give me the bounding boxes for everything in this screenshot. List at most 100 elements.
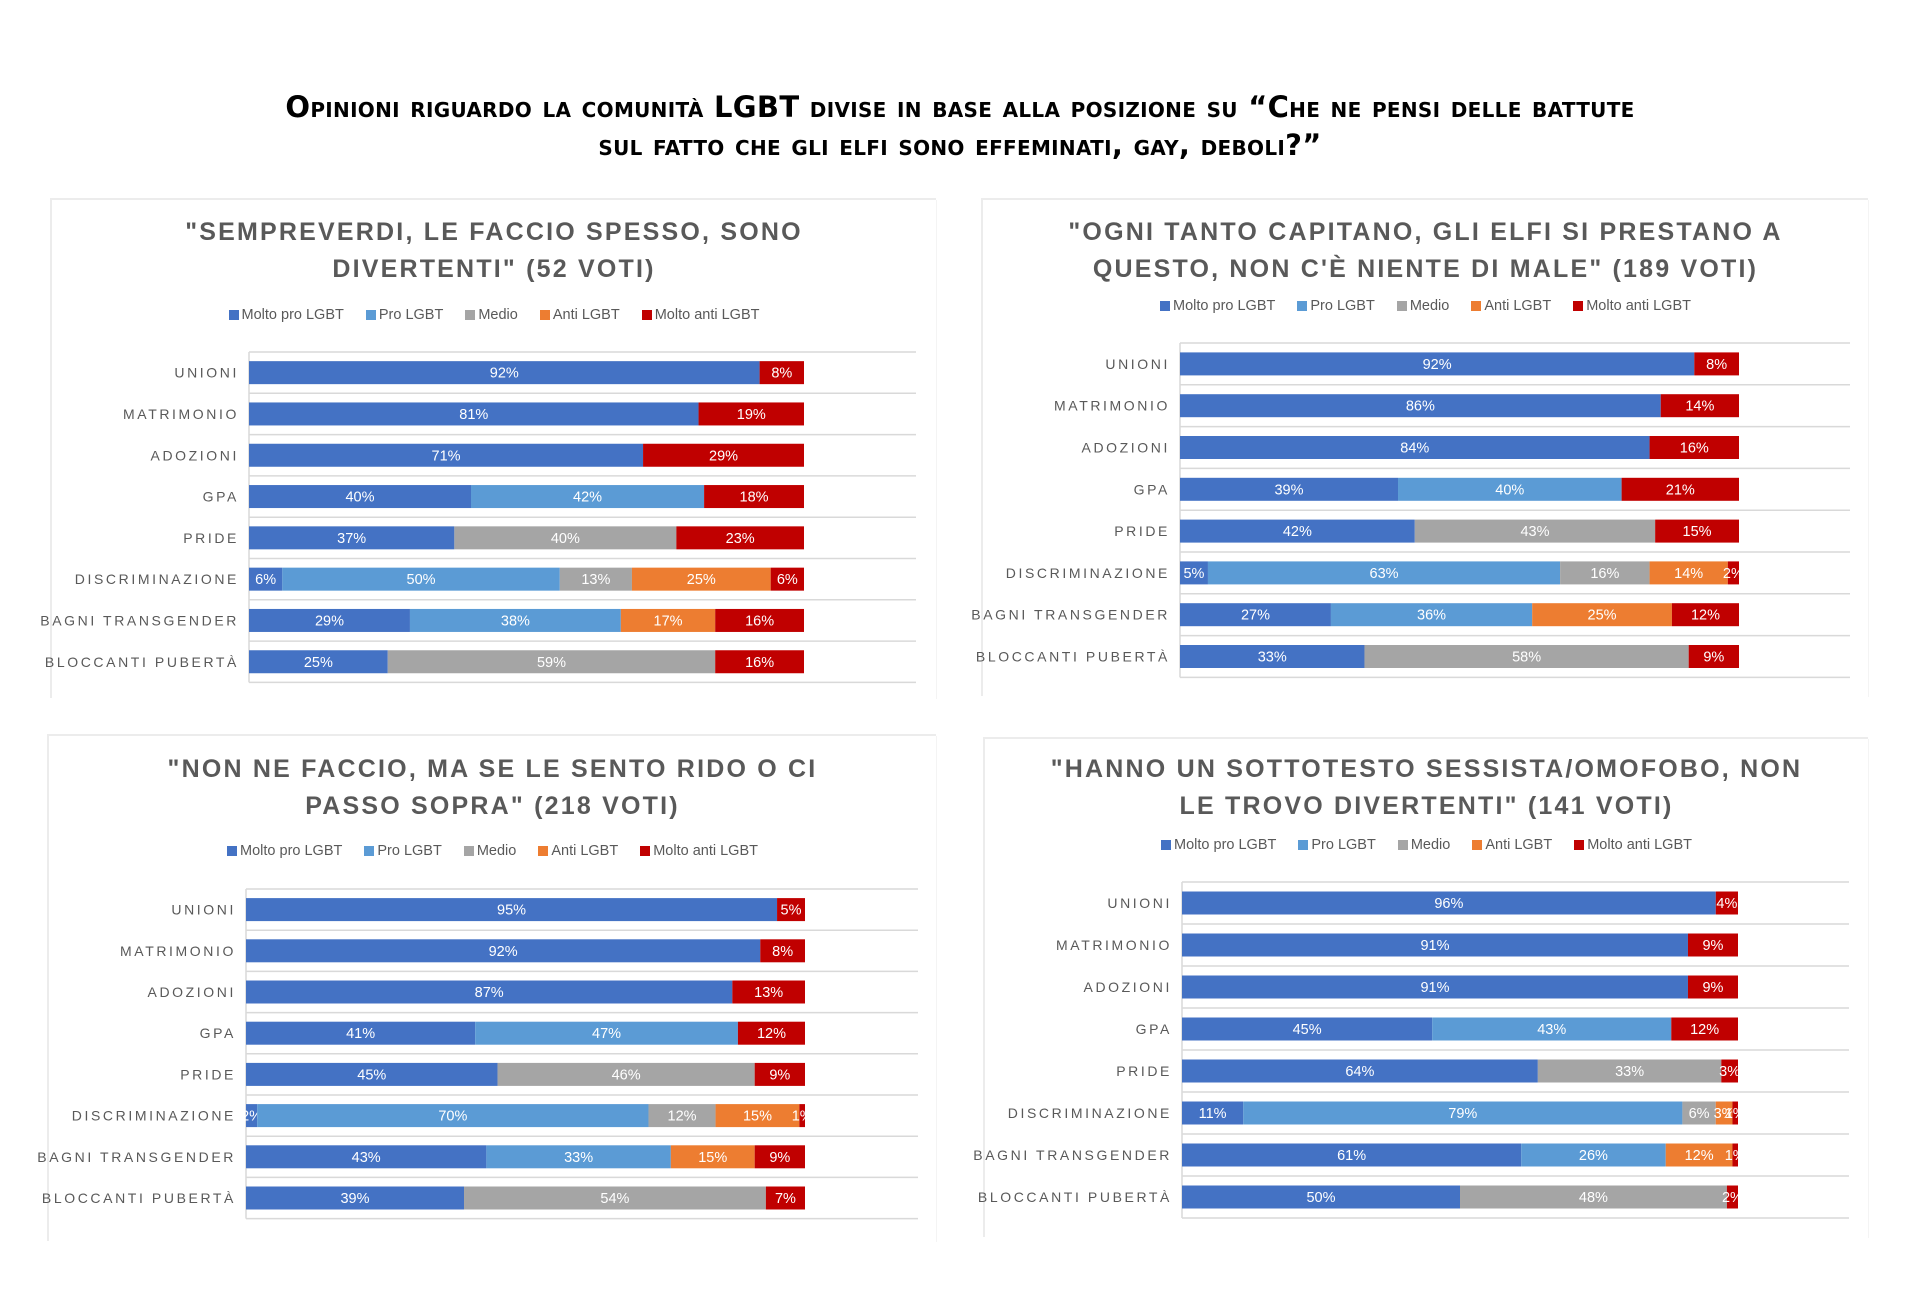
legend-swatch bbox=[364, 846, 375, 856]
data-label-matrimonio-molto-anti-lgbt: 14% bbox=[1685, 399, 1714, 415]
bar-segment-adozioni-molto-anti-lgbt bbox=[1687, 975, 1738, 999]
data-label-bagni-transgender-molto-pro-lgbt: 43% bbox=[352, 1150, 381, 1166]
legend-swatch bbox=[228, 310, 239, 320]
data-label-bloccanti-puberta-molto-anti-lgbt: 7% bbox=[775, 1191, 796, 1207]
data-label-bloccanti-puberta-molto-pro-lgbt: 33% bbox=[1258, 650, 1287, 666]
bar-segment-bagni-transgender-molto-pro-lgbt bbox=[1182, 1143, 1522, 1167]
legend-swatch bbox=[1573, 301, 1584, 311]
bar-segment-pride-molto-anti-lgbt bbox=[676, 526, 804, 550]
data-label-gpa-pro-lgbt: 42% bbox=[573, 490, 602, 506]
legend-item-medio: Medio bbox=[463, 843, 517, 859]
bar-segment-discriminazione-medio bbox=[559, 567, 632, 591]
bar-segment-bagni-transgender-pro-lgbt bbox=[486, 1145, 671, 1169]
bar-segment-bloccanti-puberta-molto-pro-lgbt bbox=[1182, 1185, 1460, 1209]
data-label-adozioni-molto-pro-lgbt: 91% bbox=[1420, 980, 1449, 996]
category-label-bloccanti-puberta: BLOCCANTI PUBERTÀ bbox=[45, 654, 239, 670]
legend-item-molto-anti-lgbt: Molto anti LGBT bbox=[640, 843, 758, 859]
bar-segment-bagni-transgender-pro-lgbt bbox=[1330, 603, 1533, 627]
bar-segment-adozioni-molto-pro-lgbt bbox=[246, 980, 733, 1004]
bar-segment-matrimonio-molto-anti-lgbt bbox=[1660, 394, 1739, 418]
data-label-gpa-pro-lgbt: 47% bbox=[592, 1026, 621, 1042]
data-label-discriminazione-medio: 12% bbox=[668, 1109, 697, 1125]
category-label-gpa: GPA bbox=[1136, 1021, 1172, 1037]
category-label-discriminazione: DISCRIMINAZIONE bbox=[72, 1108, 236, 1124]
data-label-matrimonio-molto-pro-lgbt: 81% bbox=[459, 407, 488, 423]
bar-segment-pride-molto-pro-lgbt bbox=[249, 526, 455, 550]
bar-segment-unioni-molto-anti-lgbt bbox=[777, 898, 805, 922]
bar-segment-gpa-pro-lgbt bbox=[1398, 477, 1622, 501]
data-label-adozioni-molto-pro-lgbt: 84% bbox=[1400, 441, 1429, 457]
bar-segment-matrimonio-molto-pro-lgbt bbox=[249, 402, 699, 426]
bar-segment-pride-molto-anti-lgbt bbox=[1721, 1059, 1738, 1083]
category-label-matrimonio: MATRIMONIO bbox=[1056, 937, 1172, 953]
legend-swatch bbox=[538, 846, 549, 856]
data-label-bagni-transgender-anti-lgbt: 25% bbox=[1588, 608, 1617, 624]
category-label-bloccanti-puberta: BLOCCANTI PUBERTÀ bbox=[978, 1189, 1172, 1205]
bar-segment-bloccanti-puberta-molto-pro-lgbt bbox=[1180, 645, 1365, 668]
data-label-bagni-transgender-molto-pro-lgbt: 61% bbox=[1337, 1148, 1366, 1164]
bar-segment-bagni-transgender-molto-pro-lgbt bbox=[1180, 603, 1331, 627]
data-label-gpa-molto-pro-lgbt: 39% bbox=[1274, 482, 1303, 498]
bar-segment-adozioni-molto-anti-lgbt bbox=[1649, 436, 1739, 459]
bar-segment-pride-molto-anti-lgbt bbox=[754, 1062, 805, 1086]
data-label-gpa-molto-anti-lgbt: 12% bbox=[1690, 1022, 1719, 1038]
bar-segment-discriminazione-molto-pro-lgbt bbox=[1180, 561, 1208, 585]
data-label-unioni-molto-pro-lgbt: 92% bbox=[490, 366, 519, 382]
data-label-bagni-transgender-molto-anti-lgbt: 9% bbox=[769, 1150, 790, 1166]
bar-chart-plot: UNIONI 95% 5% MATRIMONIO 92% 8% ADOZIONI 87% 13%… bbox=[37, 888, 918, 1220]
bar-segment-adozioni-molto-pro-lgbt bbox=[1180, 436, 1650, 459]
data-label-unioni-molto-anti-lgbt: 8% bbox=[1706, 357, 1727, 373]
bar-segment-matrimonio-molto-anti-lgbt bbox=[760, 939, 805, 963]
data-label-discriminazione-molto-pro-lgbt: 6% bbox=[255, 572, 276, 588]
legend-label: Anti LGBT bbox=[551, 843, 619, 859]
legend-item-molto-pro-lgbt: Molto pro LGBT bbox=[228, 307, 344, 323]
legend-label: Medio bbox=[476, 843, 517, 859]
data-label-unioni-molto-pro-lgbt: 95% bbox=[497, 903, 526, 919]
chart-panel-sempreverdi: "SEMPREVERDI, LE FACCIO SPESSO, SONO DIV… bbox=[40, 198, 937, 699]
bar-segment-unioni-molto-anti-lgbt bbox=[1694, 352, 1739, 376]
data-label-pride-molto-anti-lgbt: 15% bbox=[1683, 524, 1712, 540]
legend-label: Pro LGBT bbox=[1310, 298, 1375, 314]
legend-label: Medio bbox=[478, 307, 518, 323]
bar-segment-bagni-transgender-molto-anti-lgbt bbox=[715, 608, 804, 632]
bar-segment-discriminazione-medio bbox=[1560, 561, 1650, 585]
legend-item-pro-lgbt: Pro LGBT bbox=[1298, 837, 1376, 853]
legend-label: Medio bbox=[1410, 837, 1451, 853]
data-label-gpa-molto-anti-lgbt: 21% bbox=[1666, 482, 1695, 498]
data-label-discriminazione-molto-anti-lgbt: 1% bbox=[792, 1109, 813, 1125]
legend-item-molto-anti-lgbt: Molto anti LGBT bbox=[1574, 837, 1692, 853]
legend-item-molto-anti-lgbt: Molto anti LGBT bbox=[1573, 298, 1691, 314]
data-label-bagni-transgender-pro-lgbt: 38% bbox=[501, 613, 530, 629]
bar-segment-unioni-molto-pro-lgbt bbox=[249, 361, 760, 385]
chart-panel-sottotesto: "HANNO UN SOTTOTESTO SESSISTA/OMOFOBO, N… bbox=[973, 737, 1869, 1238]
chart-title: "OGNI TANTO CAPITANO, GLI ELFI SI PRESTA… bbox=[983, 214, 1868, 288]
data-label-gpa-molto-anti-lgbt: 12% bbox=[757, 1026, 786, 1042]
bar-segment-adozioni-molto-pro-lgbt bbox=[249, 443, 644, 467]
legend-label: Medio bbox=[1409, 298, 1450, 314]
data-label-discriminazione-anti-lgbt: 15% bbox=[743, 1109, 772, 1125]
data-label-adozioni-molto-pro-lgbt: 71% bbox=[432, 448, 461, 464]
category-label-adozioni: ADOZIONI bbox=[1084, 979, 1172, 995]
data-label-bagni-transgender-pro-lgbt: 36% bbox=[1417, 608, 1446, 624]
data-label-unioni-molto-pro-lgbt: 92% bbox=[1423, 357, 1452, 373]
bar-segment-bagni-transgender-molto-anti-lgbt bbox=[1671, 603, 1739, 627]
data-label-gpa-molto-pro-lgbt: 45% bbox=[1293, 1022, 1322, 1038]
data-label-unioni-molto-anti-lgbt: 8% bbox=[771, 366, 792, 382]
data-label-bloccanti-puberta-molto-pro-lgbt: 39% bbox=[340, 1191, 369, 1207]
bar-segment-matrimonio-molto-pro-lgbt bbox=[1182, 933, 1688, 957]
data-label-discriminazione-molto-anti-lgbt: 1% bbox=[1725, 1106, 1746, 1122]
bar-segment-discriminazione-anti-lgbt bbox=[715, 1104, 800, 1128]
legend-item-pro-lgbt: Pro LGBT bbox=[1297, 298, 1375, 314]
data-label-discriminazione-anti-lgbt: 14% bbox=[1674, 566, 1703, 582]
legend-item-molto-pro-lgbt: Molto pro LGBT bbox=[1160, 298, 1275, 314]
bar-segment-pride-molto-pro-lgbt bbox=[246, 1062, 498, 1086]
bar-segment-bloccanti-puberta-medio bbox=[387, 650, 716, 674]
bar-segment-discriminazione-pro-lgbt bbox=[257, 1104, 649, 1128]
legend-item-pro-lgbt: Pro LGBT bbox=[365, 307, 443, 323]
legend-label: Molto anti LGBT bbox=[653, 843, 758, 859]
chart-panel-ogni-tanto: "OGNI TANTO CAPITANO, GLI ELFI SI PRESTA… bbox=[971, 198, 1869, 697]
category-label-bloccanti-puberta: BLOCCANTI PUBERTÀ bbox=[42, 1190, 236, 1206]
data-label-discriminazione-medio: 16% bbox=[1590, 566, 1619, 582]
bar-segment-gpa-molto-anti-lgbt bbox=[704, 485, 804, 509]
main-title: Opinioni riguardo la comunità LGBT divis… bbox=[0, 88, 1920, 164]
